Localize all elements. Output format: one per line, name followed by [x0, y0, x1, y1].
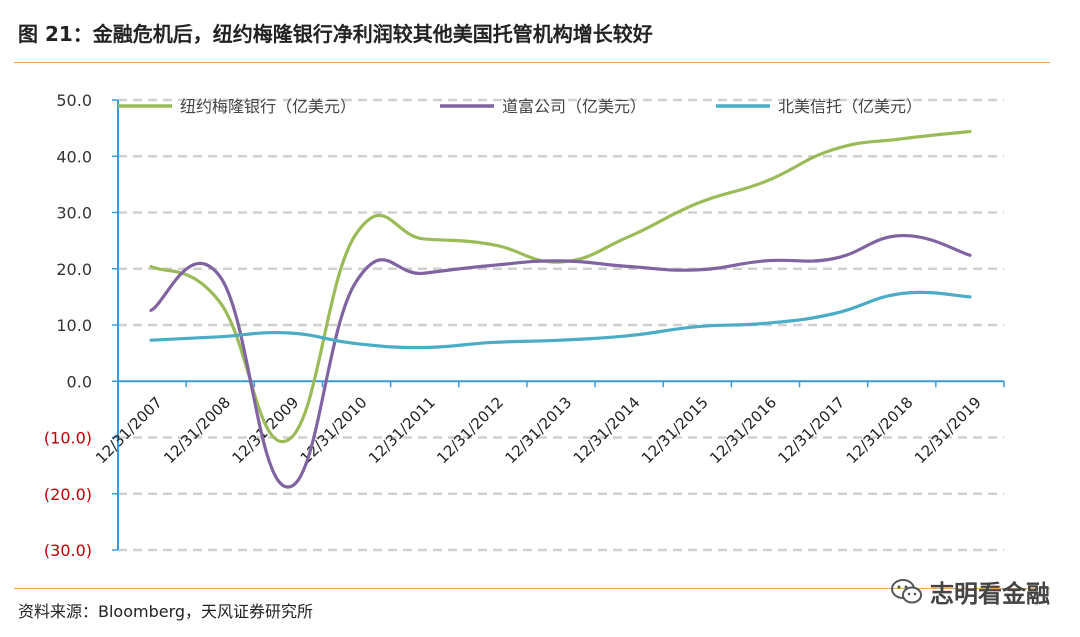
x-tick-label: 12/31/2017: [774, 393, 848, 467]
legend-label: 北美信托（亿美元）: [778, 97, 922, 116]
watermark-text: 志明看金融: [930, 580, 1050, 608]
series-line-bny-mellon: [149, 129, 972, 444]
wechat-icon: [891, 578, 922, 603]
legend-item-bny-mellon: 纽约梅隆银行（亿美元）: [118, 97, 356, 116]
source-note: 资料来源：Bloomberg，天风证券研究所: [18, 602, 314, 621]
x-tick-label: 12/31/2012: [433, 393, 507, 467]
x-tick-label: 12/31/2019: [911, 393, 985, 467]
x-tick-label: 12/31/2008: [160, 393, 234, 467]
x-tick-label: 12/31/2015: [638, 393, 712, 467]
y-tick-label: (30.0): [44, 541, 92, 560]
y-tick-label: 20.0: [56, 260, 92, 279]
legend: 纽约梅隆银行（亿美元） 道富公司（亿美元） 北美信托（亿美元）: [118, 97, 922, 116]
y-tick-label: 40.0: [56, 147, 92, 166]
x-tick-label: 12/31/2011: [365, 393, 439, 467]
title-divider: [14, 62, 1050, 63]
x-tick-label: 12/31/2014: [570, 393, 644, 467]
line-chart: 50.0 40.0 30.0 20.0 10.0 0.0 (10.0) (20.0) (30.0…: [44, 91, 1005, 560]
y-axis-ticks: 50.0 40.0 30.0 20.0 10.0 0.0 (10.0) (20.0) (30.0…: [44, 91, 92, 560]
x-tick-label: 12/31/2007: [92, 393, 166, 467]
y-tick-label: 10.0: [56, 316, 92, 335]
footer-divider: [14, 588, 1050, 589]
y-tick-label: (20.0): [44, 485, 92, 504]
x-tick-label: 12/31/2013: [501, 393, 575, 467]
legend-label: 纽约梅隆银行（亿美元）: [180, 97, 356, 116]
chart-title: 图 21：金融危机后，纽约梅隆银行净利润较其他美国托管机构增长较好: [18, 22, 653, 46]
watermark: 志明看金融: [890, 574, 1050, 609]
grid-lines: [118, 98, 1004, 552]
legend-item-northern-trust: 北美信托（亿美元）: [716, 97, 922, 116]
x-tick-label: 12/31/2018: [843, 393, 917, 467]
series-lines: [149, 129, 972, 489]
y-tick-label: 30.0: [56, 204, 92, 223]
x-tick-label: 12/31/2016: [706, 393, 780, 467]
axes: [112, 99, 1005, 551]
x-tick-label: 12/31/2009: [228, 393, 302, 467]
legend-item-state-street: 道富公司（亿美元）: [440, 97, 646, 116]
y-tick-label: 50.0: [56, 91, 92, 110]
y-tick-label: (10.0): [44, 429, 92, 448]
legend-label: 道富公司（亿美元）: [502, 97, 646, 116]
series-line-northern-trust: [149, 290, 972, 350]
y-tick-label: 0.0: [67, 372, 92, 391]
series-line-state-street: [149, 233, 972, 489]
x-axis-ticks: 12/31/200712/31/200812/31/200912/31/2010…: [92, 393, 985, 467]
